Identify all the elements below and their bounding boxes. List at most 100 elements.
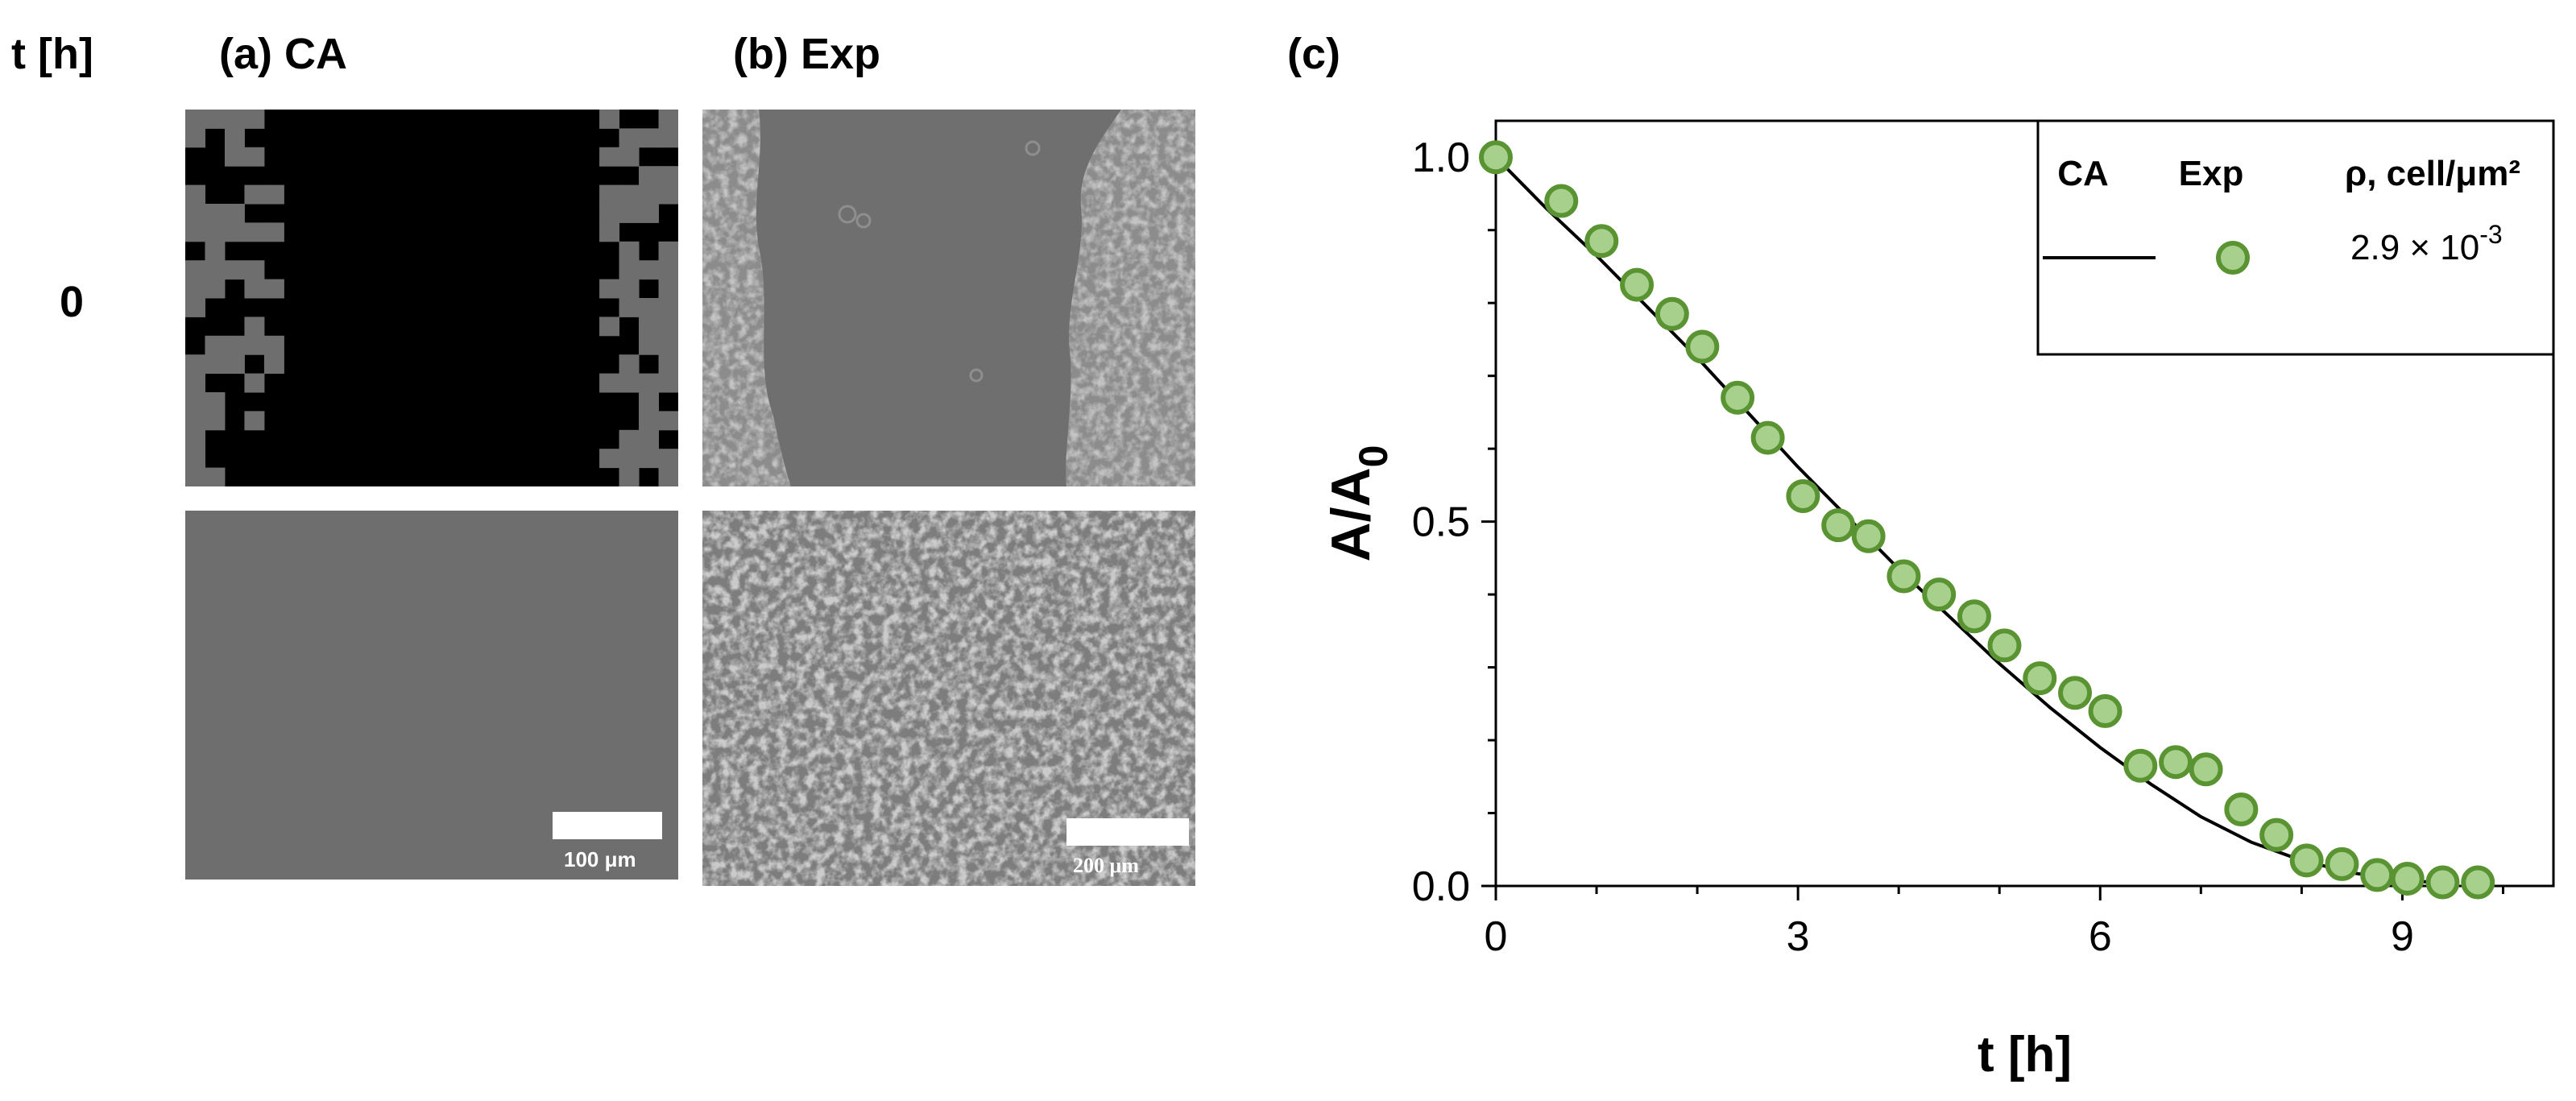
ca-cell — [639, 392, 660, 412]
ca-cell — [263, 222, 284, 242]
ca-scale-label: 100 μm — [564, 847, 636, 871]
exp-panel-t9: 200 μm — [702, 511, 1195, 886]
ca-cell — [244, 110, 265, 129]
y-tick-label-1: 0.5 — [1412, 499, 1470, 546]
ca-cell — [658, 110, 678, 129]
ca-cell — [619, 467, 640, 486]
y-axis-title-subscript: 0 — [1351, 445, 1396, 468]
y-axis-title: A/A0 — [1320, 445, 1396, 562]
ca-cell — [619, 184, 640, 205]
ca-cell — [244, 222, 265, 242]
exp-point — [2360, 858, 2395, 892]
exp-point — [2259, 817, 2294, 852]
ca-cell — [224, 222, 245, 242]
ca-cell — [205, 467, 226, 486]
exp-point — [2159, 745, 2193, 780]
exp-micrograph-t0 — [702, 110, 1195, 486]
ca-cell — [205, 392, 226, 412]
ca-cell — [263, 354, 284, 375]
exp-point — [1821, 508, 1856, 543]
exp-point — [1750, 420, 1785, 455]
ca-cell — [658, 241, 678, 261]
exp-point — [1957, 599, 1991, 634]
ca-cell — [639, 449, 660, 469]
exp-point — [2325, 846, 2359, 881]
exp-point — [1721, 380, 1755, 415]
ca-cell — [658, 166, 678, 186]
ca-cell — [639, 373, 660, 393]
ca-cell — [205, 260, 226, 280]
ca-cell — [639, 204, 660, 223]
exp-scale-label: 200 μm — [1073, 854, 1139, 877]
ca-cell — [658, 298, 678, 317]
ca-cell — [224, 147, 245, 167]
ca-cell — [658, 354, 678, 375]
ca-cell — [185, 354, 205, 375]
legend-rho-value: 2.9 × 10-3 — [2350, 220, 2503, 267]
ca-cell — [619, 373, 640, 393]
ca-cell — [205, 110, 226, 129]
ca-cell — [185, 260, 205, 280]
ca-cell — [619, 241, 640, 261]
ca-cell — [639, 298, 660, 317]
ca-cell — [639, 429, 660, 449]
ca-cell — [658, 184, 678, 205]
exp-point — [1584, 224, 1619, 259]
ca-panel-t0 — [185, 110, 678, 486]
ca-cell — [639, 317, 660, 337]
ca-cell — [224, 110, 245, 129]
ca-cell — [224, 260, 245, 280]
y-tick-label-0: 0.0 — [1412, 863, 1470, 910]
legend-header-2: ρ, cell/μm² — [2345, 154, 2520, 193]
ca-cell — [205, 279, 226, 299]
ca-cell — [658, 373, 678, 393]
ca-cell — [185, 279, 205, 299]
row-header-time: t [h] — [11, 30, 93, 78]
exp-point — [1987, 628, 2022, 663]
ca-cell — [658, 411, 678, 431]
x-tick-label-1: 3 — [1787, 913, 1810, 960]
ca-cell — [658, 128, 678, 148]
ca-cell — [599, 110, 620, 129]
ca-cell — [244, 317, 265, 337]
ca-cell — [244, 184, 265, 205]
legend-swatch-exp — [2216, 241, 2250, 275]
ca-cell — [205, 222, 226, 242]
ca-cell — [185, 373, 205, 393]
plot-frame — [1494, 119, 2555, 888]
y-tick-label-2: 1.0 — [1412, 135, 1470, 181]
ca-cell — [244, 260, 265, 280]
exp-scale-bar — [1066, 818, 1189, 846]
ca-cell — [619, 147, 640, 167]
legend-header-0: CA — [2057, 154, 2109, 193]
exp-point — [1886, 559, 1921, 594]
exp-point — [2023, 661, 2057, 696]
panel-label-ca: (a) CA — [219, 30, 347, 78]
ca-cell — [658, 279, 678, 299]
exp-point — [2390, 861, 2425, 896]
exp-point — [1922, 577, 1957, 612]
legend-rho-exponent: -3 — [2479, 220, 2502, 249]
legend-header-1: Exp — [2179, 154, 2244, 193]
ca-cell — [639, 184, 660, 205]
exp-point — [1544, 184, 1579, 218]
x-axis-title: t [h] — [1978, 1027, 2072, 1082]
ca-cell — [185, 467, 205, 486]
exp-point — [2461, 865, 2495, 900]
ca-cell — [185, 298, 205, 317]
ca-panel-t9: 100 μm — [185, 511, 678, 880]
exp-point — [2289, 843, 2324, 878]
x-tick-label-0: 0 — [1485, 913, 1508, 960]
exp-point — [2058, 676, 2093, 710]
ca-cell — [244, 411, 265, 431]
ca-cell — [599, 317, 620, 337]
ca-cell — [263, 279, 284, 299]
ca-cell — [619, 128, 640, 148]
exp-point — [1786, 478, 1820, 513]
ca-cell — [639, 335, 660, 355]
ca-cell — [658, 449, 678, 469]
exp-point — [2189, 752, 2223, 787]
exp-point — [2224, 793, 2259, 826]
ca-cell — [599, 449, 620, 469]
